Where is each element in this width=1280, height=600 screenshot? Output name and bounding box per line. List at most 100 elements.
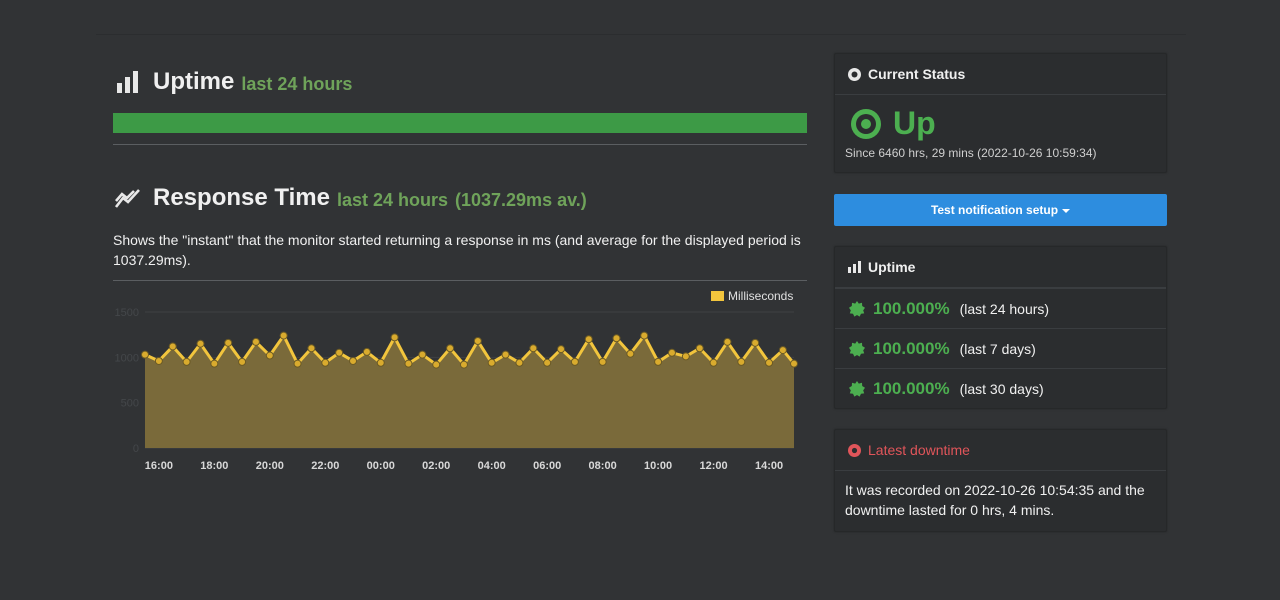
data-point: [196, 339, 205, 348]
data-point: [654, 357, 663, 366]
caret-down-icon: [1062, 209, 1071, 213]
sidebar: Current Status Up Since 6460 hrs, 29 min…: [834, 53, 1167, 532]
uptime-period-label: (last 7 days): [959, 340, 1036, 357]
data-point: [376, 358, 385, 367]
response-time-average: (1037.29ms av.): [455, 189, 587, 210]
latest-downtime-panel: Latest downtime It was recorded on 2022-…: [834, 429, 1167, 532]
response-time-title: Response Time last 24 hours (1037.29ms a…: [113, 176, 807, 220]
data-point: [404, 359, 413, 368]
data-point: [251, 337, 260, 346]
test-notification-button[interactable]: Test notification setup: [834, 194, 1167, 226]
data-point: [723, 337, 732, 346]
top-divider: [96, 34, 1186, 35]
response-time-heading: Response Time: [153, 184, 330, 211]
data-point: [446, 344, 455, 353]
data-point: [182, 357, 191, 366]
legend-label: Milliseconds: [728, 289, 793, 303]
data-point: [432, 360, 441, 369]
badge-check-icon: [849, 300, 865, 317]
section-divider: [113, 144, 807, 145]
line-chart-icon: [113, 185, 143, 211]
data-point: [487, 358, 496, 367]
test-notification-label: Test notification setup: [930, 203, 1059, 217]
uptime-percentage: 100.000%: [873, 338, 950, 358]
latest-downtime-heading: Latest downtime: [868, 442, 970, 458]
uptime-row: 100.000% (last 30 days): [835, 368, 1166, 408]
uptime-heading: Uptime: [153, 68, 235, 95]
data-point: [681, 352, 690, 361]
uptime-period: last 24 hours: [241, 73, 353, 94]
badge-check-icon: [849, 380, 865, 397]
uptime-row: 100.000% (last 24 hours): [835, 288, 1166, 328]
data-point: [543, 358, 552, 367]
data-point: [667, 348, 676, 357]
y-tick-label: 1500: [115, 307, 139, 319]
status-line: Up: [845, 105, 1156, 142]
data-point: [695, 344, 704, 353]
data-point: [279, 331, 288, 340]
response-time-description: Shows the "instant" that the monitor sta…: [113, 232, 801, 268]
dot-circle-icon: [847, 67, 861, 81]
data-point: [570, 357, 579, 366]
data-point: [709, 358, 718, 367]
data-point: [765, 358, 774, 367]
uptime-panel-heading: Uptime: [868, 259, 916, 275]
uptime-period-label: (last 30 days): [959, 380, 1044, 397]
data-point: [737, 357, 746, 366]
data-point: [501, 350, 510, 359]
x-tick-label: 20:00: [256, 460, 284, 472]
data-point: [584, 335, 593, 344]
series-area: [145, 335, 794, 448]
x-tick-label: 06:00: [533, 460, 561, 472]
data-point: [626, 349, 635, 358]
data-point: [265, 351, 274, 360]
y-tick-label: 0: [133, 443, 139, 455]
status-up-icon: [851, 108, 881, 139]
data-point: [210, 359, 219, 368]
section-divider: [113, 280, 807, 281]
data-point: [141, 350, 149, 359]
response-time-period: last 24 hours: [336, 189, 448, 210]
uptime-panel-header: Uptime: [835, 247, 1166, 288]
x-tick-label: 14:00: [755, 460, 783, 472]
bar-chart-icon: [113, 69, 143, 95]
data-point: [168, 342, 177, 351]
data-point: [598, 357, 607, 366]
data-point: [307, 344, 316, 353]
x-tick-label: 18:00: [200, 460, 228, 472]
data-point: [321, 358, 330, 367]
uptime-bar: [113, 113, 807, 133]
chart-svg: 1500 1000 500 0 16:00 18:00 20:00 22:00 00:00 02:…: [115, 289, 798, 472]
x-tick-label: 04:00: [478, 460, 506, 472]
x-tick-label: 08:00: [589, 460, 617, 472]
current-status-heading: Current Status: [868, 66, 966, 82]
uptime-period-label: (last 24 hours): [959, 300, 1050, 317]
data-point: [515, 358, 524, 367]
times-circle-icon: [847, 443, 861, 457]
x-tick-label: 00:00: [367, 460, 395, 472]
uptime-panel: Uptime 100.000% (last 24 hours) 100.000%…: [834, 246, 1167, 409]
data-point: [154, 356, 163, 365]
data-point: [362, 347, 371, 356]
data-point: [529, 344, 538, 353]
uptime-percentage: 100.000%: [873, 298, 950, 318]
data-point: [349, 356, 358, 365]
data-point: [238, 357, 247, 366]
data-point: [790, 359, 798, 368]
latest-downtime-header: Latest downtime: [835, 430, 1166, 471]
status-value: Up: [893, 105, 936, 141]
data-point: [473, 337, 482, 346]
data-point: [640, 331, 649, 340]
data-point: [751, 338, 760, 347]
x-tick-label: 02:00: [422, 460, 450, 472]
status-since: Since 6460 hrs, 29 mins (2022-10-26 10:5…: [845, 146, 1097, 160]
badge-check-icon: [849, 340, 865, 357]
data-point: [557, 345, 566, 354]
data-point: [224, 338, 233, 347]
x-tick-label: 12:00: [699, 460, 727, 472]
response-time-chart: 1500 1000 500 0 16:00 18:00 20:00 22:00 00:00 02:…: [113, 281, 807, 481]
current-status-header: Current Status: [835, 54, 1166, 95]
legend-swatch: [711, 291, 724, 301]
data-point: [459, 360, 468, 369]
x-tick-label: 16:00: [145, 460, 173, 472]
